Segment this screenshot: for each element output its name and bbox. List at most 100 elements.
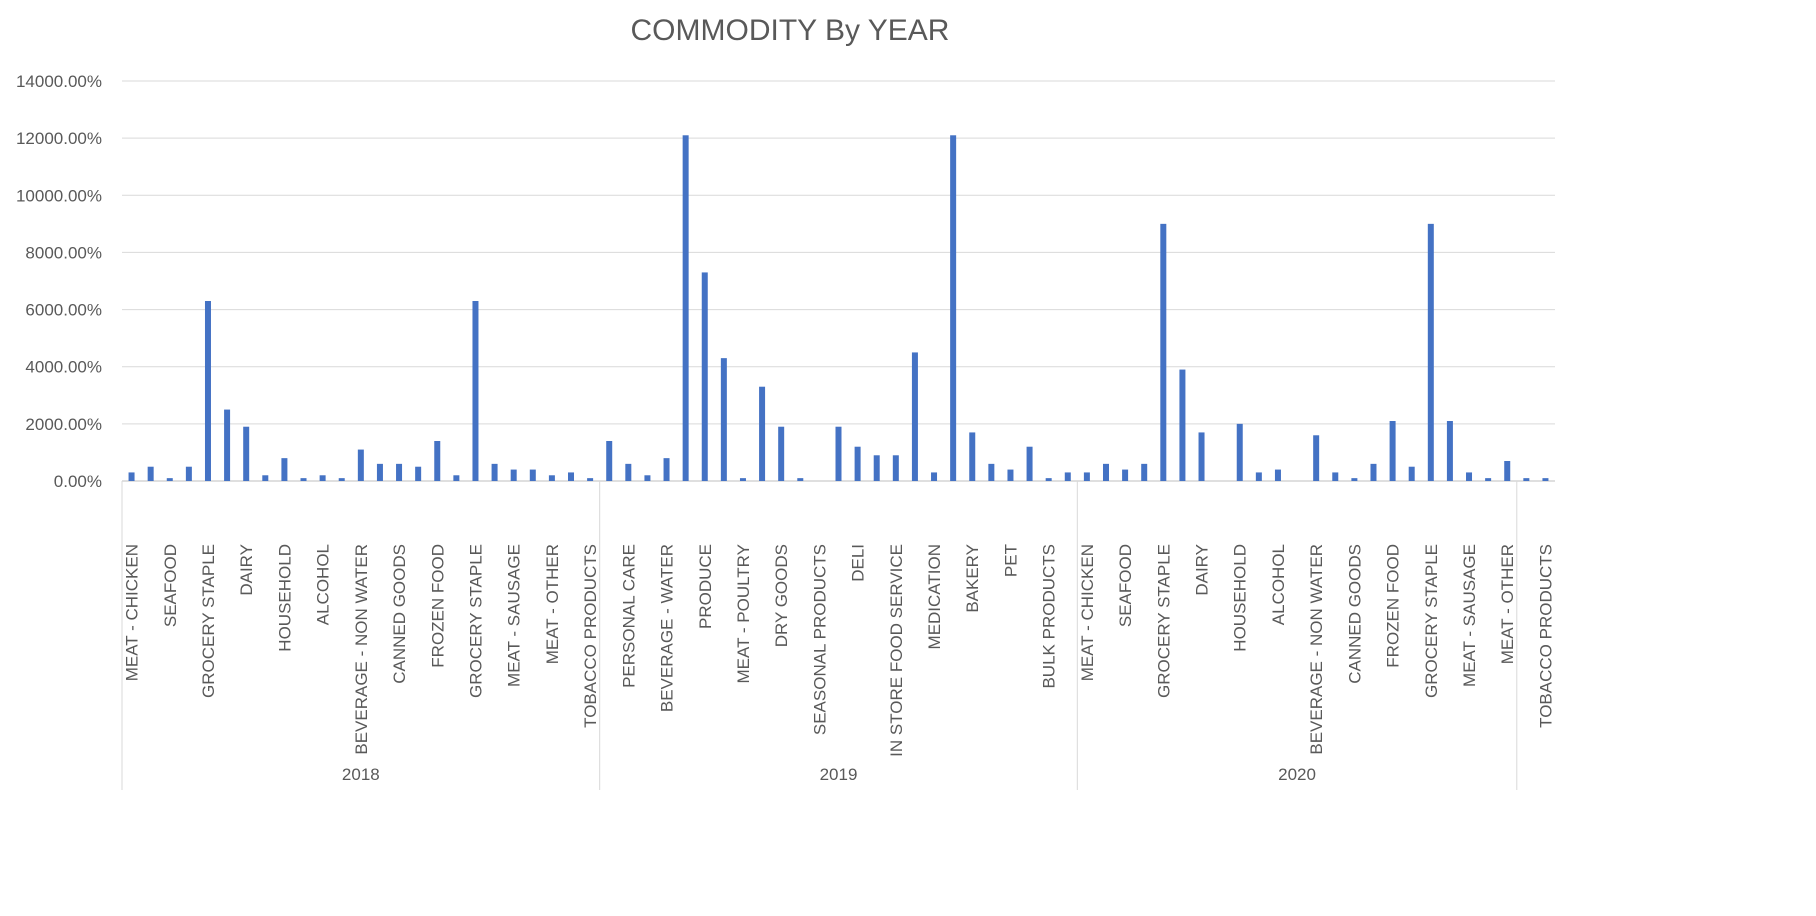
bar [262,475,269,481]
chart-title: COMMODITY By YEAR [630,14,950,47]
bar [1064,472,1071,481]
bar [1313,435,1320,481]
bar [759,386,766,481]
y-tick-label: 0.00% [54,472,102,491]
x-tick-label: CANNED GOODS [390,544,409,684]
bar [778,426,785,481]
bar [720,358,727,481]
x-tick-label: BEVERAGE - NON WATER [1307,544,1326,755]
x-tick-label: GROCERY STAPLE [466,544,485,698]
bar [873,455,880,481]
bar [1122,469,1129,481]
bar [1083,472,1090,481]
bar [243,426,250,481]
x-tick-label: PET [1001,544,1020,577]
bar [1446,421,1453,481]
x-tick-label: ALCOHOL [1269,544,1288,625]
bar [568,472,575,481]
bar [1542,478,1549,481]
bar [434,441,441,481]
bar [797,478,804,481]
bar [453,475,460,481]
bar [1141,463,1148,481]
bar [338,478,345,481]
bar [510,469,517,481]
x-tick-label: DRY GOODS [772,544,791,647]
y-tick-label: 2000.00% [25,415,102,434]
bar [1102,463,1109,481]
bar [701,272,708,481]
bar [357,449,364,481]
bar [1427,223,1434,481]
bar [529,469,536,481]
bar [1160,223,1167,481]
bar [1485,478,1492,481]
bar [911,352,918,481]
x-tick-label: MEAT - OTHER [1498,544,1517,664]
x-tick-label: BULK PRODUCTS [1040,544,1059,689]
bar [892,455,899,481]
bar [396,463,403,481]
x-tick-label: HOUSEHOLD [275,544,294,652]
bar [1389,421,1396,481]
bar [854,446,861,481]
bar [1408,466,1415,481]
x-tick-label: SEAFOOD [161,544,180,627]
bar [548,475,555,481]
x-tick-label: DELI [849,544,868,582]
x-tick-label: PRODUCE [696,544,715,629]
bar [185,466,192,481]
bar [1274,469,1281,481]
y-tick-label: 10000.00% [16,186,102,205]
bar [1007,469,1014,481]
bar [128,472,135,481]
x-tick-label: SEAFOOD [1116,544,1135,627]
group-label: 2020 [1278,765,1316,784]
x-tick-label: MEAT - SAUSAGE [1460,544,1479,687]
x-tick-label: MEAT - POULTRY [734,544,753,684]
bar [1045,478,1052,481]
x-tick-label: TOBACCO PRODUCTS [581,544,600,728]
bar [1198,432,1205,481]
bar [1179,369,1186,481]
bar [491,463,498,481]
bar [319,475,326,481]
x-tick-label: HOUSEHOLD [1231,544,1250,652]
y-tick-label: 4000.00% [25,358,102,377]
bar [663,458,670,481]
bar [1351,478,1358,481]
bar [969,432,976,481]
bar [147,466,154,481]
x-tick-label: GROCERY STAPLE [1422,544,1441,698]
x-tick-label: MEDICATION [925,544,944,649]
y-tick-label: 12000.00% [16,129,102,148]
x-tick-label: GROCERY STAPLE [199,544,218,698]
bar [1466,472,1473,481]
bar [281,458,288,481]
bar [1523,478,1530,481]
bar [415,466,422,481]
bar [1332,472,1339,481]
y-tick-label: 14000.00% [16,72,102,91]
y-tick-label: 6000.00% [25,301,102,320]
bar [472,301,479,481]
bar [587,478,594,481]
bar [950,135,957,482]
bar [1504,461,1511,481]
bar [988,463,995,481]
bar [204,301,211,481]
x-tick-label: MEAT - SAUSAGE [505,544,524,687]
x-tick-label: DAIRY [237,544,256,596]
bar [682,135,689,482]
bar [166,478,173,481]
bar [300,478,307,481]
chart-area: 0.00% 2000.00% 4000.00% 6000.00% 8000.00% 100… [16,72,1555,790]
x-tick-label: FROZEN FOOD [1384,544,1403,668]
x-tick-label: SEASONAL PRODUCTS [810,544,829,735]
bar [224,409,231,481]
x-tick-label: MEAT - CHICKEN [1078,544,1097,681]
bar [739,478,746,481]
x-tick-label: MEAT - OTHER [543,544,562,664]
x-tick-label: CANNED GOODS [1345,544,1364,684]
x-tick-label: MEAT - CHICKEN [123,544,142,681]
